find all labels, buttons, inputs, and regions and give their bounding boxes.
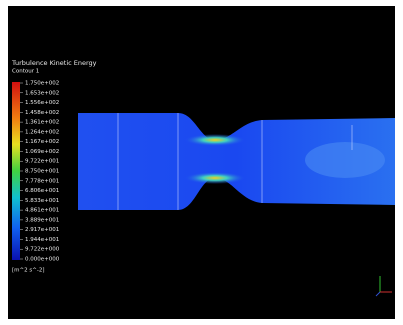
legend-label: 1.167e+002 xyxy=(25,139,59,145)
legend-label: 7.778e+001 xyxy=(25,178,59,184)
legend-label: 6.806e+001 xyxy=(25,188,59,194)
legend-subtitle: Contour 1 xyxy=(12,69,39,75)
legend-unit: [m^2 s^-2] xyxy=(12,268,44,274)
legend-label: 9.722e+001 xyxy=(25,159,59,165)
legend-label: 9.722e+000 xyxy=(25,247,60,253)
throat-high xyxy=(185,172,245,184)
legend-label: 1.750e+002 xyxy=(25,81,59,87)
legend-label: 1.264e+002 xyxy=(25,129,59,135)
legend-label: 8.750e+001 xyxy=(25,169,59,175)
legend-label: 3.889e+001 xyxy=(25,217,59,223)
color-bar xyxy=(12,82,20,260)
legend-label: 1.361e+002 xyxy=(25,120,59,126)
viewer: Turbulence Kinetic Energy Contour 1 [m^2… xyxy=(0,0,403,325)
legend-label: 4.861e+001 xyxy=(25,208,59,214)
legend-label: 2.917e+001 xyxy=(25,227,59,233)
legend-title: Turbulence Kinetic Energy xyxy=(11,59,97,67)
legend-label: 1.653e+002 xyxy=(25,90,59,96)
legend-label: 1.069e+002 xyxy=(25,149,59,155)
legend-label: 0.000e+000 xyxy=(25,257,60,263)
legend-label: 5.833e+001 xyxy=(25,198,59,204)
wake xyxy=(305,142,385,178)
legend-label: 1.458e+002 xyxy=(25,110,59,116)
throat-high xyxy=(185,134,245,146)
legend-label: 1.944e+001 xyxy=(25,237,59,243)
legend-label: 1.556e+002 xyxy=(25,100,59,106)
